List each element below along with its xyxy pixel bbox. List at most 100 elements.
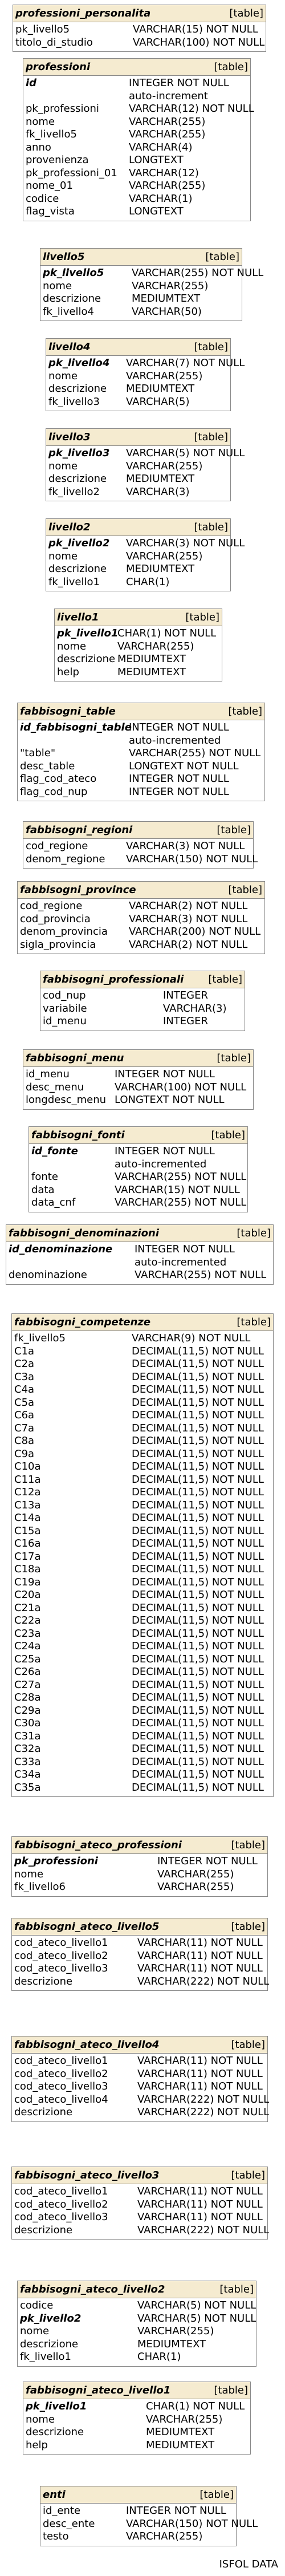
table-header: fabbisogni_province [table] xyxy=(18,882,264,899)
field-row: auto-incremented xyxy=(20,735,262,748)
field-name: help xyxy=(26,2439,48,2451)
footer-label: ISFOL DATA xyxy=(219,2558,278,2570)
table-name: fabbisogni_ateco_livello5 xyxy=(14,1921,160,1933)
table-fields: cod_ateco_livello1 VARCHAR(11) NOT NULL co… xyxy=(12,2054,269,2121)
field-type: VARCHAR(5) xyxy=(126,395,190,408)
table-header: fabbisogni_fonti [table] xyxy=(29,1127,247,1144)
field-type: LONGTEXT NOT NULL xyxy=(115,1094,225,1106)
field-name: nome xyxy=(20,2325,50,2337)
field-type: VARCHAR(255) NOT NULL xyxy=(115,1196,247,1208)
table-fields: id_fonte INTEGER NOT NULL auto-incremented… xyxy=(29,1144,247,1212)
field-row: cod_nup INTEGER xyxy=(43,989,242,1003)
field-row: cod_ateco_livello1 VARCHAR(11) NOT NULL xyxy=(14,2185,265,2198)
field-type: DECIMAL(11,5) NOT NULL xyxy=(132,1370,264,1383)
field-type: VARCHAR(255) xyxy=(137,2325,214,2337)
field-name: C28a xyxy=(14,1691,41,1703)
field-name: pk_livello5 xyxy=(15,23,70,35)
field-name: variabile xyxy=(43,1002,87,1015)
field-type: VARCHAR(12) xyxy=(129,167,199,179)
table-kind-label: [table] xyxy=(194,341,228,353)
field-type: VARCHAR(5) NOT NULL xyxy=(126,447,245,459)
field-name: provenienza xyxy=(26,154,89,166)
field-row: nome VARCHAR(255) xyxy=(14,1868,265,1881)
field-type: LONGTEXT NOT NULL xyxy=(129,760,239,772)
field-name: descrizione xyxy=(26,2426,84,2438)
field-name: pk_professioni xyxy=(14,1855,98,1867)
field-name: titolo_di_studio xyxy=(15,36,93,48)
field-row: "table" VARCHAR(255) NOT NULL xyxy=(20,747,262,760)
field-row: C21a DECIMAL(11,5) NOT NULL xyxy=(14,1602,271,1615)
field-row: cod_ateco_livello2 VARCHAR(11) NOT NULL xyxy=(14,1950,265,1963)
field-name: C2a xyxy=(14,1358,35,1370)
field-row: auto-incremented xyxy=(9,1256,271,1269)
field-type: VARCHAR(11) NOT NULL xyxy=(137,1937,263,1949)
table-kind-label: [table] xyxy=(229,7,263,19)
field-row: C9a DECIMAL(11,5) NOT NULL xyxy=(14,1448,271,1461)
field-row: C13a DECIMAL(11,5) NOT NULL xyxy=(14,1499,271,1512)
field-row: fk_livello1 CHAR(1) xyxy=(48,576,228,589)
field-name: C21a xyxy=(14,1601,41,1614)
field-name: flag_vista xyxy=(26,205,75,217)
field-name: nome xyxy=(48,550,78,562)
field-type: VARCHAR(11) NOT NULL xyxy=(137,2198,263,2210)
field-name: id_fonte xyxy=(31,1145,78,1157)
table-fields: pk_livello5 VARCHAR(255) NOT NULL nome VARC… xyxy=(40,266,263,321)
field-row: testo VARCHAR(255) xyxy=(43,2530,234,2543)
field-name: pk_livello5 xyxy=(43,267,104,279)
field-type: VARCHAR(255) xyxy=(129,115,206,128)
field-type: DECIMAL(11,5) NOT NULL xyxy=(132,1499,264,1511)
field-name: cod_ateco_livello3 xyxy=(14,1962,108,1974)
field-type: INTEGER xyxy=(163,989,208,1001)
field-row: descrizione VARCHAR(222) NOT NULL xyxy=(14,1975,269,1989)
field-type: INTEGER NOT NULL xyxy=(129,785,229,798)
field-type: VARCHAR(11) NOT NULL xyxy=(137,1949,263,1962)
field-name: pk_livello2 xyxy=(20,2312,82,2325)
field-type: VARCHAR(2) NOT NULL xyxy=(129,900,248,912)
field-type: VARCHAR(150) NOT NULL xyxy=(126,2517,258,2530)
table-name: fabbisogni_ateco_livello1 xyxy=(26,2384,171,2396)
field-type: VARCHAR(150) NOT NULL xyxy=(126,853,258,865)
table-name: fabbisogni_ateco_livello3 xyxy=(14,2169,160,2181)
field-row: nome VARCHAR(255) xyxy=(48,550,228,563)
table-header: fabbisogni_ateco_livello3 [table] xyxy=(12,2167,267,2184)
field-type: VARCHAR(255) xyxy=(129,180,206,192)
field-name: data_cnf xyxy=(31,1196,76,1208)
field-name: C30a xyxy=(14,1717,41,1729)
field-name: nome xyxy=(48,460,78,472)
field-type: VARCHAR(15) NOT NULL xyxy=(115,1183,240,1196)
field-type: DECIMAL(11,5) NOT NULL xyxy=(132,1447,264,1460)
field-type: VARCHAR(5) NOT NULL xyxy=(137,2299,256,2311)
field-type: VARCHAR(255) xyxy=(146,2413,223,2425)
field-name: C25a xyxy=(14,1653,41,1665)
field-type: DECIMAL(11,5) NOT NULL xyxy=(132,1576,264,1588)
field-row: titolo_di_studio VARCHAR(100) NOT NULL xyxy=(15,36,264,50)
field-name: C18a xyxy=(14,1563,41,1575)
field-row: C28a DECIMAL(11,5) NOT NULL xyxy=(14,1691,271,1705)
field-row: C3a DECIMAL(11,5) NOT NULL xyxy=(14,1371,271,1384)
table-kind-label: [table] xyxy=(199,2489,234,2501)
table-fields: id INTEGER NOT NULL auto-increment pk_profe… xyxy=(23,76,254,221)
field-row: nome VARCHAR(255) xyxy=(57,640,219,654)
field-row: data VARCHAR(15) NOT NULL xyxy=(31,1184,245,1197)
table-kind-label: [table] xyxy=(219,2283,254,2295)
field-type: DECIMAL(11,5) NOT NULL xyxy=(132,1755,264,1768)
table-fields: pk_livello1 CHAR(1) NOT NULL nome VARCHAR(2… xyxy=(55,626,222,681)
field-name: C5a xyxy=(14,1396,35,1409)
field-row: C35a DECIMAL(11,5) NOT NULL xyxy=(14,1782,271,1795)
field-row: desc_table LONGTEXT NOT NULL xyxy=(20,760,262,773)
field-row: descrizione MEDIUMTEXT xyxy=(57,653,219,666)
table-header: fabbisogni_ateco_professioni [table] xyxy=(12,1837,267,1854)
field-name: cod_ateco_livello2 xyxy=(14,2198,108,2210)
table-name: fabbisogni_ateco_livello4 xyxy=(14,2039,160,2051)
field-row: fonte VARCHAR(255) NOT NULL xyxy=(31,1171,246,1184)
field-type: DECIMAL(11,5) NOT NULL xyxy=(132,1640,264,1652)
field-type: VARCHAR(3) xyxy=(126,485,190,498)
field-name: nome xyxy=(26,2413,55,2425)
field-type: INTEGER NOT NULL xyxy=(129,721,229,733)
field-row: help MEDIUMTEXT xyxy=(26,2439,248,2452)
field-row: C24a DECIMAL(11,5) NOT NULL xyxy=(14,1640,271,1653)
field-type: LONGTEXT xyxy=(129,205,184,217)
field-type: DECIMAL(11,5) NOT NULL xyxy=(132,1486,264,1498)
field-name: id_menu xyxy=(43,1015,87,1027)
field-row: C14a DECIMAL(11,5) NOT NULL xyxy=(14,1512,271,1525)
